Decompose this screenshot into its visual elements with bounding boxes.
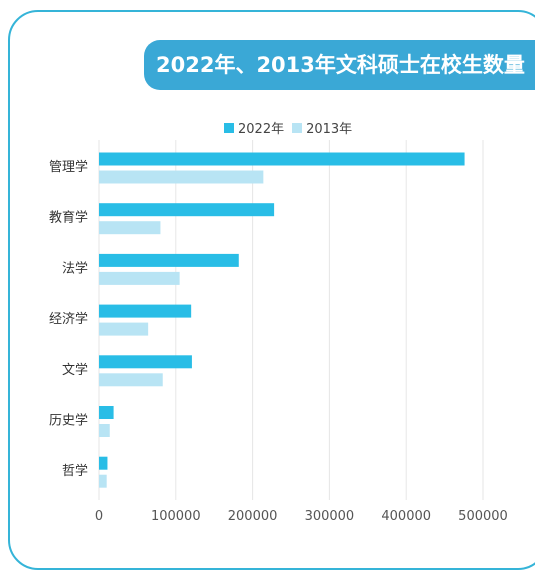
category-label: 哲学	[62, 463, 88, 479]
bar-2013	[99, 170, 264, 184]
x-tick-label: 0	[95, 509, 103, 524]
legend-label-2022: 2022年	[238, 122, 285, 137]
bar-2022	[99, 152, 465, 166]
legend: 2022年 2013年	[224, 118, 360, 137]
category-label: 经济学	[49, 311, 88, 327]
legend-item-2013: 2013年	[292, 118, 352, 137]
category-label: 法学	[62, 260, 88, 276]
bar-2022	[99, 406, 114, 419]
legend-swatch-2013	[292, 122, 303, 133]
category-label: 文学	[62, 362, 88, 378]
bar-2013	[99, 373, 163, 387]
bar-2013	[99, 322, 149, 336]
legend-item-2022: 2022年	[224, 118, 284, 137]
chart-card	[8, 10, 535, 570]
legend-label-2013: 2013年	[306, 122, 353, 137]
category-label: 历史学	[49, 413, 88, 429]
bar-2022	[99, 355, 192, 369]
chart-title: 2022年、2013年文科硕士在校生数量	[144, 40, 535, 90]
x-tick-label: 400000	[381, 509, 431, 524]
x-tick-label: 200000	[228, 509, 278, 524]
bar-2013	[99, 221, 161, 235]
legend-swatch-2022	[224, 122, 234, 133]
bar-2022	[99, 456, 108, 470]
bar-2013	[99, 474, 107, 488]
category-label: 教育学	[49, 210, 88, 226]
x-tick-label: 500000	[458, 509, 508, 524]
bar-chart: 0 100000 200000 300000 400000 500000 管理学教育学法学经…	[49, 140, 508, 524]
category-label: 管理学	[49, 159, 88, 175]
bar-2013	[99, 271, 180, 285]
bar-2022	[99, 253, 239, 267]
bar-2022	[99, 304, 192, 318]
bar-2022	[99, 203, 275, 217]
x-tick-label: 100000	[151, 509, 201, 524]
x-tick-label: 300000	[305, 509, 355, 524]
bar-2013	[99, 424, 110, 437]
